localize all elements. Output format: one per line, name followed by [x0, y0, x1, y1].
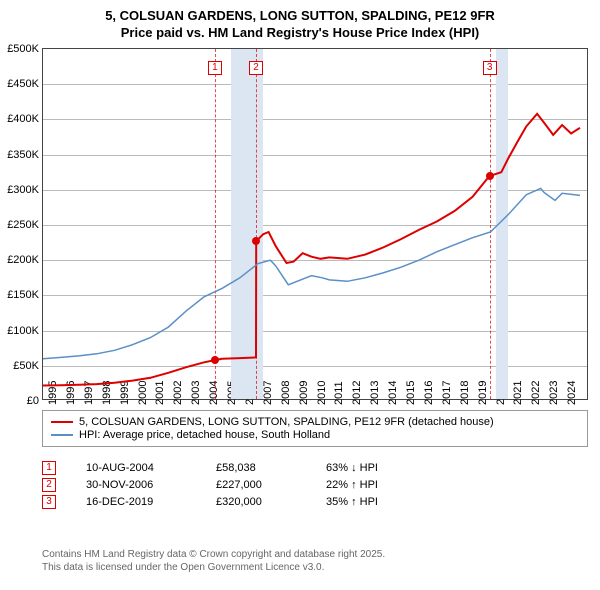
event-marker-2: 2 — [249, 61, 263, 75]
footer-attribution: Contains HM Land Registry data © Crown c… — [42, 548, 385, 574]
series-price_paid — [43, 114, 580, 386]
data-row: 3 16-DEC-2019 £320,000 35% ↑ HPI — [42, 495, 406, 509]
legend-item: HPI: Average price, detached house, Sout… — [51, 429, 579, 441]
data-row-price: £320,000 — [216, 496, 296, 508]
data-row-date: 30-NOV-2006 — [86, 479, 186, 491]
footer-line2: This data is licensed under the Open Gov… — [42, 561, 385, 574]
ytick-label: £500K — [7, 43, 39, 55]
event-marker-1: 1 — [208, 61, 222, 75]
ytick-label: £100K — [7, 325, 39, 337]
data-row-date: 10-AUG-2004 — [86, 462, 186, 474]
footer-line1: Contains HM Land Registry data © Crown c… — [42, 548, 385, 561]
data-row-price: £227,000 — [216, 479, 296, 491]
data-row-hpi: 63% ↓ HPI — [326, 462, 406, 474]
data-table: 1 10-AUG-2004 £58,038 63% ↓ HPI 2 30-NOV-2006… — [42, 458, 406, 512]
ytick-label: £200K — [7, 254, 39, 266]
line-series-svg — [43, 49, 589, 401]
data-row-hpi: 22% ↑ HPI — [326, 479, 406, 491]
data-row-hpi: 35% ↑ HPI — [326, 496, 406, 508]
legend-swatch — [51, 421, 73, 423]
data-row-marker: 3 — [42, 495, 56, 509]
ytick-label: £250K — [7, 219, 39, 231]
legend-swatch — [51, 434, 73, 436]
event-marker-3: 3 — [483, 61, 497, 75]
legend-item: 5, COLSUAN GARDENS, LONG SUTTON, SPALDIN… — [51, 416, 579, 428]
ytick-label: £400K — [7, 113, 39, 125]
plot-area: £0£50K£100K£150K£200K£250K£300K£350K£400… — [42, 48, 588, 400]
title-line2: Price paid vs. HM Land Registry's House … — [0, 25, 600, 42]
chart-container: { "title": { "line1": "5, COLSUAN GARDEN… — [0, 0, 600, 590]
ytick-label: £450K — [7, 78, 39, 90]
ytick-label: £150K — [7, 289, 39, 301]
ytick-label: £300K — [7, 184, 39, 196]
data-row-marker: 2 — [42, 478, 56, 492]
series-hpi — [43, 188, 580, 358]
ytick-label: £350K — [7, 149, 39, 161]
ytick-label: £0 — [27, 395, 39, 407]
legend-label: HPI: Average price, detached house, Sout… — [79, 429, 330, 441]
title-line1: 5, COLSUAN GARDENS, LONG SUTTON, SPALDIN… — [0, 8, 600, 25]
data-row: 1 10-AUG-2004 £58,038 63% ↓ HPI — [42, 461, 406, 475]
data-row-price: £58,038 — [216, 462, 296, 474]
data-row: 2 30-NOV-2006 £227,000 22% ↑ HPI — [42, 478, 406, 492]
data-row-marker: 1 — [42, 461, 56, 475]
chart-title: 5, COLSUAN GARDENS, LONG SUTTON, SPALDIN… — [0, 0, 600, 42]
sale-dot — [211, 356, 219, 364]
legend-label: 5, COLSUAN GARDENS, LONG SUTTON, SPALDIN… — [79, 416, 494, 428]
sale-dot — [486, 172, 494, 180]
data-row-date: 16-DEC-2019 — [86, 496, 186, 508]
legend: 5, COLSUAN GARDENS, LONG SUTTON, SPALDIN… — [42, 410, 588, 447]
sale-dot — [252, 237, 260, 245]
ytick-label: £50K — [13, 360, 39, 372]
